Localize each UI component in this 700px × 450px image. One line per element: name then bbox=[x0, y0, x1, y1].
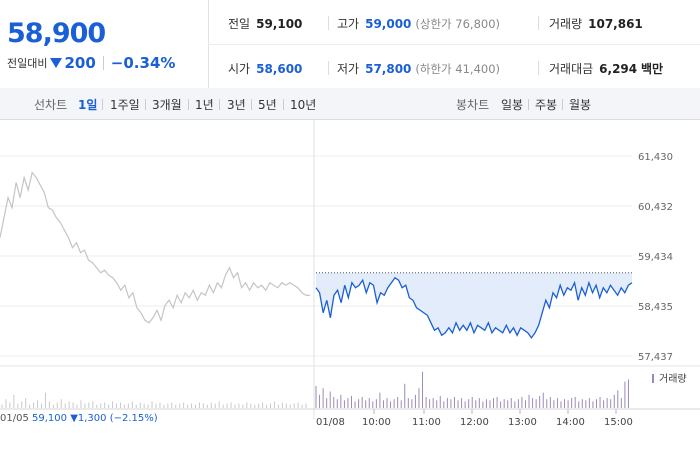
quote-header: 58,900 전일대비 200 −0.34% 전일 59,100 고가 59,000… bbox=[0, 0, 700, 89]
tab-3m[interactable]: 3개월 bbox=[152, 98, 182, 112]
x-axis: 01/08 10:00 11:00 12:00 13:00 14:00 15:00 bbox=[316, 409, 633, 428]
divider bbox=[102, 99, 103, 110]
x-tick-label: 12:00 bbox=[460, 417, 489, 428]
divider bbox=[562, 99, 563, 110]
price-change: 전일대비 200 −0.34% bbox=[7, 54, 175, 72]
divider bbox=[528, 99, 529, 110]
chart-period-bar: 선차트 1일 1주일 3개월 1년 3년 5년 10년 봉차트 일봉 주봉 월봉 bbox=[0, 88, 700, 120]
y-tick-label: 61,430 bbox=[638, 152, 673, 163]
y-tick-label: 57,437 bbox=[638, 352, 673, 363]
current-price: 58,900 bbox=[7, 18, 106, 49]
previous-day-date: 01/05 bbox=[0, 413, 29, 424]
divider bbox=[188, 99, 189, 110]
x-tick-label: 15:00 bbox=[604, 417, 633, 428]
stat-amount: 거래대금 6,294 백만 bbox=[549, 62, 664, 76]
previous-day-summary: 01/05 59,100 ▼1,300 (−2.15%) bbox=[0, 413, 158, 424]
x-tick-label: 14:00 bbox=[556, 417, 585, 428]
divider bbox=[251, 99, 252, 110]
previous-day-change: ▼1,300 bbox=[70, 413, 107, 424]
divider bbox=[219, 99, 220, 110]
volume-legend: 거래량 bbox=[659, 373, 687, 385]
price-chart[interactable]: 61,430 60,432 59,434 58,435 57,437 01/08 10:0… bbox=[0, 120, 700, 450]
change-amount: 200 bbox=[64, 54, 96, 72]
x-tick-label: 11:00 bbox=[412, 417, 441, 428]
divider bbox=[145, 99, 146, 110]
price-box: 58,900 전일대비 200 −0.34% bbox=[0, 0, 209, 88]
stat-high: 고가 59,000 (상한가 76,800) bbox=[337, 17, 501, 31]
volume-bars bbox=[1, 371, 629, 408]
change-percent: −0.34% bbox=[110, 54, 176, 72]
stat-prev-close: 전일 59,100 bbox=[228, 17, 303, 31]
tab-3y[interactable]: 3년 bbox=[227, 98, 246, 112]
tab-10y[interactable]: 10년 bbox=[290, 98, 317, 112]
tab-1d[interactable]: 1일 bbox=[78, 98, 98, 112]
tab-monthly-candle[interactable]: 월봉 bbox=[569, 98, 592, 112]
candle-chart-label: 봉차트 bbox=[456, 98, 490, 112]
tab-weekly-candle[interactable]: 주봉 bbox=[535, 98, 558, 112]
tab-1w[interactable]: 1주일 bbox=[110, 98, 140, 112]
change-label: 전일대비 bbox=[7, 57, 48, 70]
volume-legend-swatch bbox=[652, 374, 654, 383]
y-tick-label: 59,434 bbox=[638, 252, 673, 263]
x-tick-label: 13:00 bbox=[508, 417, 537, 428]
divider bbox=[102, 56, 104, 70]
previous-day-close: 59,100 bbox=[32, 413, 68, 424]
tab-1y[interactable]: 1년 bbox=[195, 98, 214, 112]
divider bbox=[328, 61, 329, 75]
x-tick-label: 01/08 bbox=[316, 417, 345, 428]
previous-day-series bbox=[0, 171, 310, 324]
chart-grid bbox=[0, 120, 700, 420]
previous-day-line bbox=[0, 171, 310, 324]
stats-row-divider bbox=[208, 44, 700, 45]
y-tick-label: 58,435 bbox=[638, 302, 673, 313]
x-tick-label: 10:00 bbox=[362, 417, 391, 428]
tab-5y[interactable]: 5년 bbox=[258, 98, 277, 112]
today-fill bbox=[316, 272, 632, 338]
divider bbox=[328, 16, 329, 30]
y-tick-label: 60,432 bbox=[638, 202, 673, 213]
stat-volume: 거래량 107,861 bbox=[549, 17, 643, 31]
today-series bbox=[315, 272, 633, 339]
line-chart-label: 선차트 bbox=[34, 98, 68, 112]
divider bbox=[538, 61, 539, 75]
down-triangle-icon bbox=[50, 58, 63, 68]
divider bbox=[538, 16, 539, 30]
today-line bbox=[315, 276, 633, 339]
previous-day-percent: (−2.15%) bbox=[109, 413, 158, 424]
divider bbox=[283, 99, 284, 110]
stat-open: 시가 58,600 bbox=[228, 62, 303, 76]
stat-low: 저가 57,800 (하한가 41,400) bbox=[337, 62, 501, 76]
y-axis: 61,430 60,432 59,434 58,435 57,437 bbox=[638, 152, 673, 363]
tab-daily-candle[interactable]: 일봉 bbox=[501, 98, 524, 112]
